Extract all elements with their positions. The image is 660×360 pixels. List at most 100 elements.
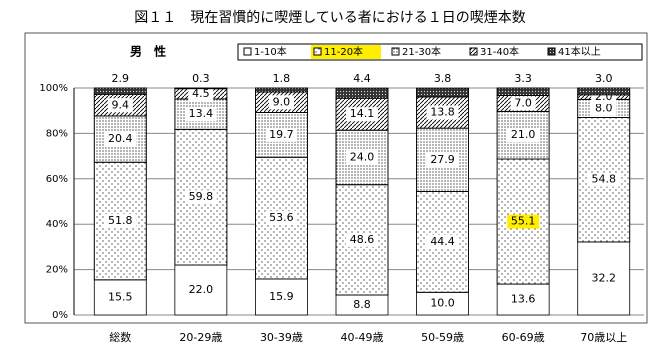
bar-pattern	[174, 87, 228, 90]
legend-label: 1-10本	[254, 45, 287, 58]
x-tick-label: 20-29歳	[179, 331, 222, 344]
value-label-bg	[104, 214, 137, 229]
bar-pattern	[335, 97, 389, 131]
value-label-bg	[349, 298, 375, 313]
value-label-bg	[507, 128, 540, 143]
value-label-bg	[346, 232, 378, 247]
value-label-bg	[587, 271, 620, 286]
value-label-bg	[107, 72, 133, 86]
value-label-bg	[265, 289, 298, 304]
value-label: 8.8	[353, 298, 371, 311]
legend-label: 11-20本	[324, 45, 363, 58]
value-label-bg	[346, 107, 378, 122]
y-tick-label: 0%	[52, 310, 68, 321]
legend-label: 31-40本	[480, 45, 519, 58]
value-label: 13.8	[430, 106, 455, 119]
value-label: 13.4	[189, 107, 214, 120]
value-label: 3.3	[514, 72, 532, 85]
legend-swatch-pattern	[547, 47, 556, 56]
x-tick-label: 70歳以上	[580, 331, 627, 344]
value-label: 2.9	[112, 72, 130, 85]
bar-pattern	[174, 128, 228, 266]
value-label: 19.7	[269, 128, 294, 141]
value-label: 20.4	[108, 132, 133, 145]
value-label: 48.6	[350, 233, 375, 246]
value-label: 53.6	[269, 211, 294, 224]
value-label: 15.9	[269, 290, 294, 303]
value-label-bg	[507, 214, 540, 229]
value-label: 54.8	[591, 173, 616, 186]
value-label-bg	[430, 72, 456, 87]
value-label: 3.8	[434, 72, 452, 85]
value-label: 9.0	[273, 95, 291, 108]
y-tick-label: 40%	[46, 219, 68, 230]
value-label-bg	[268, 95, 294, 110]
value-label: 27.9	[430, 153, 455, 166]
chart-title: 図１１ 現在習慣的に喫煙している者における１日の喫煙本数	[134, 9, 526, 26]
y-tick-label: 100%	[39, 83, 68, 94]
bar-pattern	[577, 87, 631, 96]
value-label-bg	[184, 190, 217, 205]
legend-highlight	[311, 45, 381, 59]
legend-box	[237, 43, 643, 61]
value-label-bg	[426, 234, 459, 249]
value-label: 24.0	[350, 150, 375, 163]
value-label-bg	[507, 292, 540, 307]
value-label: 4.5	[192, 87, 210, 100]
value-label: 13.6	[511, 293, 536, 306]
value-label-bg	[268, 72, 294, 86]
legend-swatch-pattern	[391, 47, 400, 56]
value-label: 55.1	[511, 215, 536, 228]
value-label: 10.0	[430, 297, 455, 310]
value-label: 15.5	[108, 290, 133, 303]
value-label-bg	[426, 105, 459, 120]
value-label-bg	[510, 96, 536, 111]
value-label-bg	[510, 72, 536, 86]
y-tick-label: 80%	[46, 128, 68, 139]
value-label-bg	[349, 72, 375, 87]
x-tick-label: 40-49歳	[341, 331, 384, 344]
legend-swatch-pattern	[313, 47, 322, 56]
value-label-bg	[184, 107, 217, 122]
bar-pattern	[255, 87, 308, 93]
legend-swatch	[243, 47, 252, 56]
value-label: 22.0	[189, 283, 214, 296]
y-tick-label: 20%	[46, 265, 68, 276]
value-label-bg	[426, 296, 459, 311]
value-label: 59.8	[189, 190, 214, 203]
value-label: 3.0	[595, 72, 613, 85]
x-tick-label: 総数	[109, 330, 131, 344]
y-tick-label: 60%	[46, 174, 68, 185]
value-label-bg	[188, 72, 214, 86]
value-label-bg	[265, 211, 298, 226]
x-tick-label: 30-39歳	[260, 331, 303, 344]
value-label-bg	[591, 72, 617, 86]
legend-label: 41本以上	[558, 45, 601, 58]
value-label: 14.1	[350, 107, 375, 120]
value-label-bg	[104, 290, 137, 305]
value-label-bg	[587, 172, 620, 187]
value-label: 4.4	[353, 72, 371, 85]
value-label-bg	[346, 150, 378, 165]
bar-pattern	[496, 87, 550, 96]
value-label-bg	[265, 127, 298, 142]
value-label-bg	[188, 86, 214, 101]
subtitle: 男 性	[130, 44, 166, 59]
value-label: 1.8	[273, 72, 291, 85]
value-label: 21.0	[511, 128, 536, 141]
value-label: 0.3	[192, 72, 210, 85]
bar-pattern	[416, 87, 469, 98]
value-label-bg	[591, 101, 617, 116]
value-label: 7.0	[514, 96, 532, 109]
x-tick-label: 60-69歳	[502, 331, 545, 344]
value-label-bg	[107, 98, 133, 113]
chart-frame	[24, 32, 648, 324]
legend-label: 21-30本	[402, 45, 441, 58]
value-label: 9.4	[112, 98, 130, 111]
bar-pattern	[335, 87, 389, 99]
bar-pattern	[93, 87, 147, 95]
value-label-bg	[184, 283, 217, 298]
value-label-bg	[426, 152, 459, 167]
value-label: 51.8	[108, 214, 133, 227]
